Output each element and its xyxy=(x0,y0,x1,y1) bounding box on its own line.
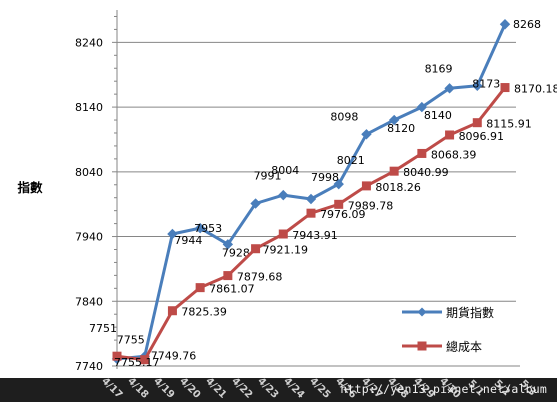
legend-label: 期貨指數 xyxy=(446,305,494,320)
legend-marker xyxy=(417,341,427,351)
data-label-total-cost: 7825.39 xyxy=(181,306,227,319)
data-point-futures xyxy=(333,178,344,190)
y-tick-label: 8040 xyxy=(75,166,103,179)
data-label-futures: 8140 xyxy=(424,109,452,122)
data-label-total-cost: 8018.26 xyxy=(375,181,421,194)
data-label-futures: 8120 xyxy=(387,122,415,135)
data-label-total-cost: 8115.91 xyxy=(486,118,532,131)
y-tick-label: 7740 xyxy=(75,360,103,373)
legend-marker xyxy=(417,307,427,317)
data-label-total-cost: 7755.17 xyxy=(114,356,160,369)
data-point-total-cost xyxy=(112,351,122,361)
data-label-futures: 8098 xyxy=(330,110,358,123)
data-point-futures xyxy=(167,228,178,240)
data-point-futures xyxy=(194,222,206,234)
data-label-futures: 7755 xyxy=(117,333,145,346)
y-tick-label: 8140 xyxy=(75,101,103,114)
data-point-total-cost xyxy=(361,181,371,191)
data-label-futures: 7944 xyxy=(174,234,202,247)
data-point-futures xyxy=(361,129,372,140)
data-label-total-cost: 7943.91 xyxy=(292,229,338,242)
data-point-futures xyxy=(305,193,317,205)
data-point-total-cost xyxy=(334,199,344,209)
data-label-futures: 7991 xyxy=(254,170,282,183)
data-label-futures: 7928 xyxy=(222,246,250,259)
watermark-text: http://yen13.pixnet.net/album xyxy=(340,382,547,396)
data-label-total-cost: 7861.07 xyxy=(209,283,255,296)
data-label-futures: 7998 xyxy=(311,171,339,184)
data-point-futures xyxy=(416,101,428,113)
data-label-futures: 8004 xyxy=(271,164,299,177)
y-tick-label: 7940 xyxy=(75,231,103,244)
y-tick-label: 8240 xyxy=(75,36,103,49)
data-point-total-cost xyxy=(223,271,233,281)
y-axis-title: 指數 xyxy=(17,180,43,195)
data-label-total-cost: 7879.68 xyxy=(237,271,283,284)
data-label-total-cost: 7976.09 xyxy=(320,208,366,221)
data-label-futures: 8169 xyxy=(425,62,453,75)
data-label-total-cost: 8096.91 xyxy=(459,130,505,143)
data-label-total-cost: 8170.18 xyxy=(514,83,557,96)
data-label-total-cost: 7989.78 xyxy=(348,199,394,212)
watermark-bar: http://yen13.pixnet.net/album xyxy=(0,378,557,402)
data-point-futures xyxy=(499,19,511,30)
data-point-total-cost xyxy=(251,244,261,254)
data-point-total-cost xyxy=(417,148,427,158)
data-label-total-cost: 8068.39 xyxy=(431,148,477,161)
data-label-futures: 7953 xyxy=(194,222,222,235)
data-point-total-cost xyxy=(140,355,150,365)
data-point-total-cost xyxy=(278,229,288,239)
watermark-band xyxy=(0,378,557,402)
data-point-total-cost xyxy=(472,118,482,128)
data-point-futures xyxy=(278,189,289,201)
data-point-futures xyxy=(388,114,400,126)
data-label-total-cost: 8040.99 xyxy=(403,166,449,179)
data-label-futures: 8173 xyxy=(472,78,500,91)
data-point-total-cost xyxy=(195,283,205,293)
data-point-total-cost xyxy=(167,306,177,316)
data-point-total-cost xyxy=(445,130,455,140)
data-label-futures: 8021 xyxy=(337,154,365,167)
data-point-total-cost xyxy=(306,208,316,218)
data-point-futures xyxy=(250,198,261,209)
data-point-total-cost xyxy=(389,166,399,176)
y-tick-label: 7840 xyxy=(75,295,103,308)
data-label-futures: 7751 xyxy=(89,322,117,335)
data-label-total-cost: 7749.76 xyxy=(151,350,197,363)
data-point-futures xyxy=(444,83,455,94)
legend-label: 總成本 xyxy=(446,339,482,354)
data-point-total-cost xyxy=(500,83,510,93)
data-point-futures xyxy=(222,239,234,250)
data-label-total-cost: 7921.19 xyxy=(263,244,309,257)
data-point-futures xyxy=(472,80,483,91)
data-label-futures: 8268 xyxy=(513,18,541,31)
